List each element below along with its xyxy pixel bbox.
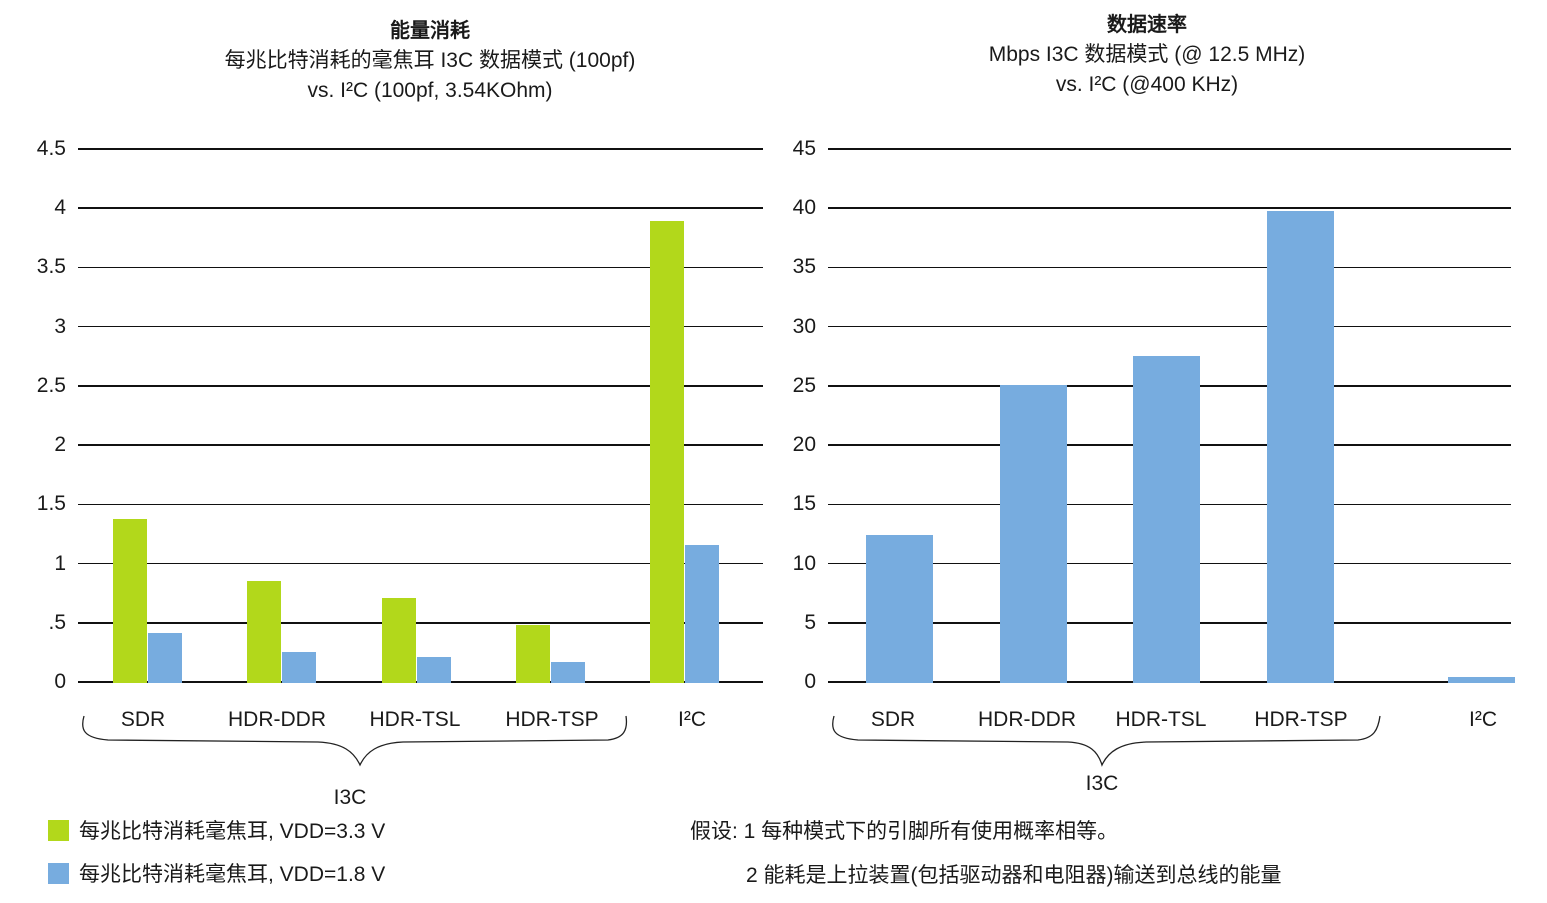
left-chart-title: 能量消耗 <box>390 20 470 42</box>
legend-item-vdd18: 每兆比特消耗毫焦耳, VDD=1.8 V <box>48 858 385 888</box>
y-tick-label: 1.5 <box>36 492 66 516</box>
left-category-sdr: SDR <box>120 708 166 731</box>
gridline <box>828 266 1511 269</box>
bar-hdr-tsl-s0 <box>1133 356 1200 683</box>
y-tick-label: 2 <box>54 433 66 457</box>
gridline <box>78 148 763 150</box>
y-tick-label: 4 <box>54 196 66 220</box>
gridline <box>78 385 763 387</box>
bar-sdr-s0 <box>866 535 933 683</box>
bar-hdr-ddr-s1 <box>282 652 316 683</box>
y-tick-label: 3 <box>54 314 66 338</box>
gridline <box>78 325 763 328</box>
bar-i-c-s0 <box>1448 677 1515 683</box>
y-tick-label: 15 <box>792 492 816 516</box>
legend-label-vdd18: 每兆比特消耗毫焦耳, VDD=1.8 V <box>79 863 386 886</box>
left-group-label-i3c: I3C <box>333 786 367 809</box>
bar-hdr-tsl-s0 <box>382 597 416 683</box>
gridline <box>78 444 763 446</box>
gridline <box>78 266 763 269</box>
right-chart-title: 数据速率 <box>1107 14 1187 36</box>
y-tick-label: 1 <box>54 551 66 575</box>
y-tick-label: 0 <box>54 670 66 693</box>
gridline <box>828 148 1511 150</box>
right-chart-subtitle-line1: Mbps I3C 数据模式 (@ 12.5 MHz) <box>988 43 1306 66</box>
left-category-hdr-tsp: HDR-TSP <box>505 708 599 731</box>
left-category-hdr-ddr: HDR-DDR <box>228 708 326 731</box>
y-tick-label: 2.5 <box>36 373 66 397</box>
gridline <box>78 562 763 565</box>
y-tick-label: 30 <box>792 314 816 338</box>
y-tick-label: 35 <box>792 255 816 279</box>
right-category-hdr-ddr: HDR-DDR <box>978 708 1076 731</box>
y-tick-label: 5 <box>804 610 816 634</box>
bar-hdr-tsp-s1 <box>551 661 585 683</box>
bar-hdr-tsl-s1 <box>417 657 451 683</box>
bar-i-c-s0 <box>650 221 684 683</box>
y-tick-label: 40 <box>792 196 816 220</box>
bar-sdr-s0 <box>113 518 147 683</box>
y-tick-label: 3.5 <box>36 255 66 279</box>
left-chart-subtitle-line2: vs. I²C (100pf, 3.54KOhm) <box>307 79 553 102</box>
right-category-i2c: I²C <box>1469 708 1497 731</box>
bar-hdr-ddr-s0 <box>247 581 281 683</box>
right-group-label-i3c: I3C <box>1085 772 1119 795</box>
right-i3c-brace <box>832 715 1381 767</box>
left-chart-title-block: 能量消耗 每兆比特消耗的毫焦耳 I3C 数据模式 (100pf) vs. I²C… <box>130 16 730 106</box>
legend-label-vdd33: 每兆比特消耗毫焦耳, VDD=3.3 V <box>79 820 386 843</box>
y-tick-label: 20 <box>792 433 816 457</box>
y-tick-label: .5 <box>48 610 66 634</box>
assumption-note-2: 2 能耗是上拉装置(包括驱动器和电阻器)输送到总线的能量 <box>746 864 1282 887</box>
legend-swatch-blue <box>48 862 69 884</box>
y-tick-label: 10 <box>792 551 816 575</box>
gridline <box>828 207 1511 209</box>
bar-hdr-ddr-s0 <box>1000 384 1067 683</box>
y-tick-label: 0 <box>804 670 816 693</box>
y-tick-label: 4.5 <box>36 137 66 160</box>
right-chart-title-block: 数据速率 Mbps I3C 数据模式 (@ 12.5 MHz) vs. I²C … <box>847 10 1447 100</box>
bar-sdr-s1 <box>148 633 182 683</box>
bar-i-c-s1 <box>685 544 719 683</box>
legend-swatch-green <box>48 819 69 841</box>
gridline <box>78 207 763 209</box>
bar-hdr-tsp-s0 <box>1267 210 1334 683</box>
bar-hdr-tsp-s0 <box>516 625 550 683</box>
legend-item-vdd33: 每兆比特消耗毫焦耳, VDD=3.3 V <box>48 815 385 845</box>
left-category-i2c: I²C <box>678 708 706 731</box>
right-chart-subtitle-line2: vs. I²C (@400 KHz) <box>1055 73 1239 96</box>
left-i3c-brace <box>82 715 628 767</box>
gridline <box>828 325 1511 328</box>
y-tick-label: 45 <box>792 137 816 160</box>
right-category-hdr-tsp: HDR-TSP <box>1254 708 1348 731</box>
right-category-hdr-tsl: HDR-TSL <box>1115 708 1207 731</box>
y-tick-label: 25 <box>792 373 816 397</box>
gridline <box>78 503 763 506</box>
assumption-note-1: 假设: 1 每种模式下的引脚所有使用概率相等。 <box>690 820 1119 843</box>
gridline <box>78 622 763 624</box>
left-category-hdr-tsl: HDR-TSL <box>369 708 461 731</box>
right-category-sdr: SDR <box>870 708 916 731</box>
left-chart-subtitle-line1: 每兆比特消耗的毫焦耳 I3C 数据模式 (100pf) <box>224 49 636 72</box>
